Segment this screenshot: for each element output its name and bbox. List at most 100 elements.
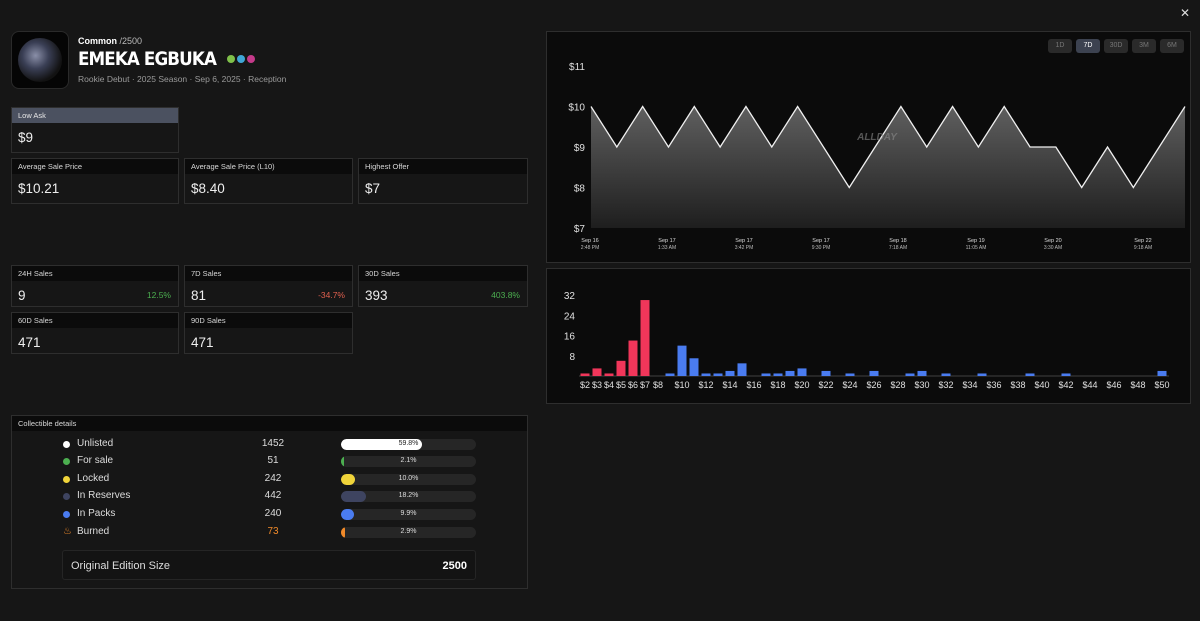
close-icon[interactable]: ✕: [1179, 6, 1190, 20]
x-tick-label: $6: [628, 380, 638, 390]
x-tick-date: Sep 22: [1134, 238, 1151, 244]
histogram-bar[interactable]: [592, 368, 602, 376]
range-button-7d[interactable]: 7D: [1076, 39, 1100, 53]
stat-label: 90D Sales: [185, 313, 352, 328]
histogram-bar[interactable]: [917, 370, 927, 376]
histogram-bar[interactable]: [665, 373, 675, 376]
sales-30d-card: 30D Sales 393 403.8%: [358, 265, 528, 307]
progress-percent: 2.9%: [400, 528, 417, 535]
detail-row-in-reserves: In Reserves 442 18.2%: [63, 490, 483, 504]
x-tick-label: $16: [746, 380, 761, 390]
histogram-bar[interactable]: [689, 358, 699, 376]
stat-value: 393: [365, 288, 388, 303]
histogram-bar[interactable]: [604, 373, 614, 376]
range-button-3m[interactable]: 3M: [1132, 39, 1156, 53]
progress-fill: [341, 456, 344, 467]
detail-progress-bar: 59.8%: [341, 439, 476, 450]
histogram-bar[interactable]: [845, 373, 855, 376]
x-tick-label: $36: [986, 380, 1001, 390]
low-ask-card: Low Ask $9: [11, 107, 179, 153]
range-button-6m[interactable]: 6M: [1160, 39, 1184, 53]
progress-percent: 10.0%: [398, 475, 419, 482]
sales-7d-card: 7D Sales 81 -34.7%: [184, 265, 353, 307]
x-tick-label: $20: [794, 380, 809, 390]
status-dot-icon: [63, 476, 70, 483]
histogram-bar[interactable]: [737, 363, 747, 376]
histogram-bar[interactable]: [797, 368, 807, 376]
x-tick-date: Sep 18: [889, 238, 906, 244]
stat-value: 9: [18, 288, 26, 303]
stat-value: 471: [18, 335, 41, 350]
y-tick-label: $7: [574, 224, 586, 235]
histogram-bar[interactable]: [821, 370, 831, 376]
x-tick-time: 2:48 PM: [581, 245, 600, 251]
range-button-1d[interactable]: 1D: [1048, 39, 1072, 53]
stat-value: $8.40: [191, 181, 225, 196]
status-dot-icon: [63, 441, 70, 448]
detail-progress-bar: 18.2%: [341, 491, 476, 502]
stat-label: 24H Sales: [12, 266, 178, 281]
progress-fill: [341, 439, 422, 450]
detail-label: In Reserves: [77, 490, 131, 501]
histogram-bar[interactable]: [785, 370, 795, 376]
y-tick-label: $8: [574, 184, 586, 195]
histogram-bar[interactable]: [725, 370, 735, 376]
x-tick-time: 3:42 PM: [735, 245, 754, 251]
histogram-bar[interactable]: [941, 373, 951, 376]
change-percent: 12.5%: [146, 290, 171, 300]
detail-count: 240: [264, 508, 282, 519]
histogram-svg: 32 24 16 8 $2 $3 $4 $5 $6 $7 $8 $10 $12 $14 $16 $18 $20 $…: [564, 291, 1170, 390]
x-tick-date: Sep 20: [1044, 238, 1061, 244]
range-button-30d[interactable]: 30D: [1104, 39, 1128, 53]
histogram-bar[interactable]: [869, 370, 879, 376]
sales-distribution-chart: 32 24 16 8 $2 $3 $4 $5 $6 $7 $8 $10 $12 $14 $16 $18 $20 $…: [546, 268, 1191, 404]
original-edition-size: Original Edition Size 2500: [62, 550, 476, 580]
histogram-bar[interactable]: [628, 340, 638, 376]
x-tick-date: Sep 17: [658, 238, 675, 244]
detail-count: 51: [267, 455, 279, 466]
histogram-bar[interactable]: [761, 373, 771, 376]
detail-row-burned: ♨ Burned 73 2.9%: [63, 526, 483, 540]
collectible-details-panel: Collectible details Unlisted 1452 59.8% For…: [11, 415, 528, 589]
x-tick-label: $28: [890, 380, 905, 390]
stat-label: 60D Sales: [12, 313, 178, 328]
detail-progress-bar: 2.1%: [341, 456, 476, 467]
price-line: [590, 105, 1186, 189]
y-tick-label: $11: [569, 62, 585, 73]
debut-badge-icon[interactable]: [236, 55, 245, 63]
stat-value: $7: [365, 181, 381, 196]
price-area: [591, 106, 1185, 228]
x-tick-date: Sep 17: [812, 238, 829, 244]
histogram-bar[interactable]: [1157, 370, 1167, 376]
histogram-bar[interactable]: [701, 373, 711, 376]
histogram-bar[interactable]: [977, 373, 987, 376]
detail-row-locked: Locked 242 10.0%: [63, 473, 483, 487]
histogram-bar[interactable]: [580, 373, 590, 376]
histogram-bar[interactable]: [773, 373, 783, 376]
x-tick-label: $8: [653, 380, 663, 390]
stat-label: Average Sale Price (L10): [185, 159, 352, 174]
histogram-bar[interactable]: [616, 360, 626, 376]
stat-label: 30D Sales: [359, 266, 527, 281]
histogram-bar[interactable]: [677, 345, 687, 376]
season-badge-icon[interactable]: [246, 55, 255, 63]
x-tick-label: $30: [914, 380, 929, 390]
histogram-bar[interactable]: [905, 373, 915, 376]
histogram-bar[interactable]: [1061, 373, 1071, 376]
edition-suffix: /2500: [119, 36, 143, 46]
histogram-bar[interactable]: [640, 300, 650, 376]
histogram-bar[interactable]: [1025, 373, 1035, 376]
progress-fill: [341, 509, 355, 520]
x-tick-label: $3: [592, 380, 602, 390]
rookie-badge-icon[interactable]: [226, 55, 235, 63]
player-name: EMEKA EGBUKA: [78, 48, 217, 70]
detail-count: 242: [264, 473, 282, 484]
moment-thumbnail[interactable]: [11, 31, 69, 89]
y-tick-label: 24: [564, 311, 576, 322]
progress-percent: 9.9%: [400, 510, 417, 517]
stat-label: Highest Offer: [359, 159, 527, 174]
histogram-bar[interactable]: [713, 373, 723, 376]
x-tick-label: $24: [842, 380, 857, 390]
x-tick-date: Sep 19: [967, 238, 984, 244]
